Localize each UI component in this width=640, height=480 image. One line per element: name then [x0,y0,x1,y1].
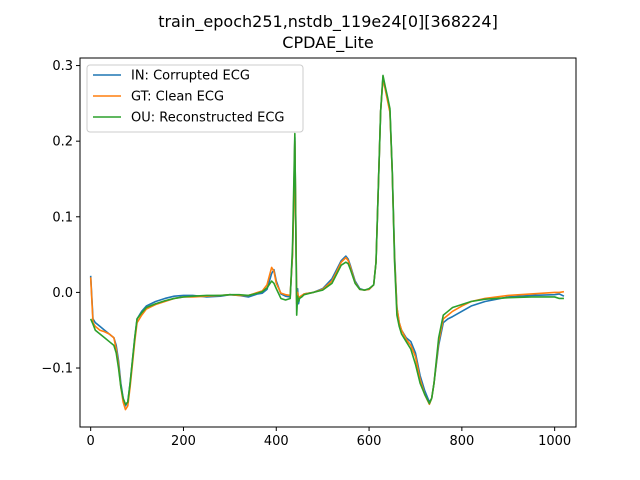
x-axis: 0 200 400 600 800 1000 [87,427,571,449]
y-tick-label: 0.1 [52,210,73,225]
x-tick-label: 400 [264,434,289,449]
legend: IN: Corrupted ECG GT: Clean ECG OU: Recons… [86,64,304,133]
legend-label: IN: Corrupted ECG [131,69,250,84]
x-tick-label: 800 [449,434,474,449]
legend-label: GT: Clean ECG [131,90,224,105]
x-tick-label: 1000 [538,434,571,449]
plot-frame [79,57,577,428]
plot-lines [89,74,565,411]
legend-box [86,64,304,133]
y-tick-label: 0.3 [52,59,73,74]
y-tick-label: 0.0 [52,286,73,301]
chart-title: train_epoch251,nstdb_119e24[0][368224] [158,12,498,32]
y-axis: −0.1 0.0 0.1 0.2 0.3 [41,59,80,377]
y-tick-label: −0.1 [41,362,73,377]
x-tick-label: 600 [357,434,382,449]
series-line-2 [89,74,564,406]
chart-subtitle: CPDAE_Lite [282,33,373,53]
x-tick-label: 200 [171,434,196,449]
y-tick-label: 0.2 [52,135,73,150]
legend-label: OU: Reconstructed ECG [131,111,285,126]
x-tick-label: 0 [87,434,95,449]
